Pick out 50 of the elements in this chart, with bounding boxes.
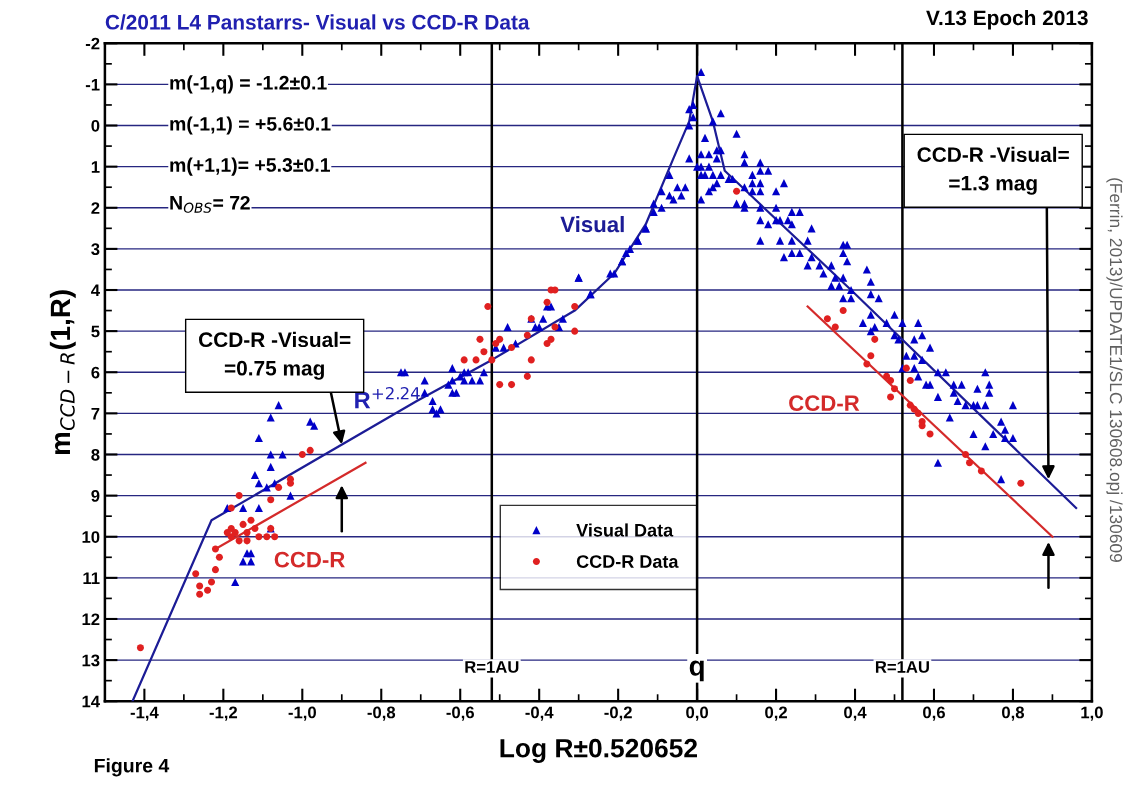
x-tick-label: -0,6: [446, 706, 474, 721]
legend-label: Visual Data: [576, 523, 674, 537]
annotation: m(+1,1)= +5.3±0.1: [170, 157, 330, 176]
y-tick-label: 0: [91, 119, 100, 132]
x-tick-label: 0,4: [844, 706, 867, 721]
y-axis-title: m$_{CCD−R}$(1,R): [49, 290, 76, 455]
y-tick-label: 12: [82, 613, 100, 626]
y-tick-label: 7: [91, 407, 100, 420]
y-tick-label: 3: [91, 243, 100, 256]
x-tick-label: 0,6: [923, 706, 945, 721]
x-tick-label: -0,2: [604, 706, 632, 721]
x-tick-label: -0,8: [367, 706, 396, 721]
y-tick-label: 4: [91, 284, 100, 297]
x-tick-label: 0,2: [765, 706, 787, 721]
annotation: CCD-R -Visual= =0.75 mag: [199, 331, 351, 380]
y-tick-label: 10: [82, 531, 100, 543]
chart-title: C/2011 L4 Panstarrs- Visual vs CCD-R Data: [105, 14, 530, 30]
series-label: CCD-R: [274, 551, 345, 568]
y-tick-label: 9: [91, 490, 100, 502]
caption: Figure 4: [94, 758, 170, 777]
annotation: R=1AU: [465, 661, 519, 673]
y-tick-label: 6: [91, 366, 100, 379]
y-tick-label: -2: [85, 37, 100, 50]
annotation: m(-1,q) = -1.2±0.1: [170, 75, 327, 94]
x-axis-title: Log R±0.520652: [500, 738, 697, 763]
y-tick-label: -1: [85, 78, 100, 91]
y-tick-label: 5: [91, 325, 100, 338]
y-tick-label: 11: [83, 572, 100, 584]
x-tick-label: -0,4: [525, 706, 554, 721]
text: V.13 Epoch 2013: [926, 9, 1088, 30]
x-tick-label: 1,0: [1081, 706, 1103, 721]
annotation: q: [689, 660, 704, 682]
legend-label: CCD-R Data: [576, 555, 679, 568]
annotation: CCD-R -Visual= =1.3 mag: [917, 146, 1069, 195]
text: (Ferrin, 2013)/UPDATE1/SLC 130608.opj /130609: [1106, 178, 1123, 562]
series-label: CCD-R: [789, 395, 860, 412]
y-tick-label: 14: [82, 695, 100, 708]
x-tick-label: -1,4: [130, 706, 159, 721]
y-tick-label: 2: [91, 202, 100, 214]
x-tick-label: -1,2: [209, 706, 238, 721]
annotation: N$_{OBS}$= 72: [170, 195, 250, 213]
y-tick-label: 8: [91, 448, 100, 461]
x-tick-label: 0,0: [686, 706, 709, 721]
y-tick-label: 1: [91, 161, 100, 173]
x-tick-label: 0,8: [1002, 706, 1025, 721]
series-label: Visual: [560, 215, 624, 233]
y-tick-label: 13: [82, 654, 100, 667]
x-tick-label: -1,0: [288, 706, 316, 721]
annotation: R=1AU: [875, 661, 929, 673]
annotation: m(-1,1) = +5.6±0.1: [170, 116, 331, 135]
